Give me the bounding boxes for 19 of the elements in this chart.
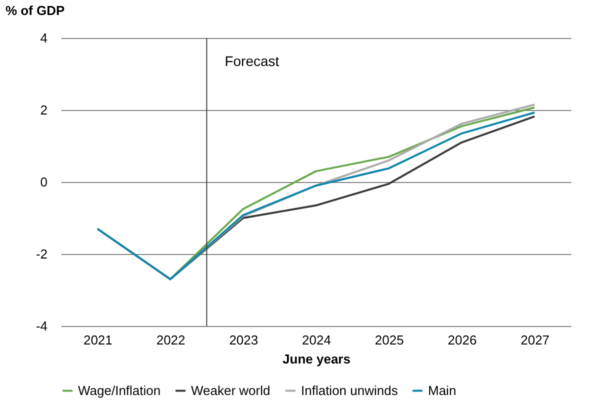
y-tick-label: 2 xyxy=(40,102,48,118)
x-tick-label: 2022 xyxy=(156,332,186,348)
x-axis-title: June years xyxy=(282,352,350,366)
legend-label: Main xyxy=(428,382,456,398)
y-axis-title: % of GDP xyxy=(5,3,65,18)
y-tick-label: 4 xyxy=(40,30,48,46)
x-tick-label: 2023 xyxy=(229,332,258,348)
x-tick-label: 2024 xyxy=(302,332,331,348)
x-tick-label: 2026 xyxy=(448,332,477,348)
legend-label: Wage/Inflation xyxy=(78,382,161,398)
y-tick-label: -4 xyxy=(36,318,48,334)
x-tick-label: 2025 xyxy=(374,332,404,348)
y-tick-label: -2 xyxy=(36,246,48,262)
ref-line-label: Forecast xyxy=(224,53,280,69)
x-tick-label: 2021 xyxy=(83,332,112,348)
y-tick-label: 0 xyxy=(40,174,48,190)
x-tick-label: 2027 xyxy=(520,332,550,348)
legend-label: Weaker world xyxy=(191,382,270,398)
legend-label: Inflation unwinds xyxy=(301,382,398,398)
